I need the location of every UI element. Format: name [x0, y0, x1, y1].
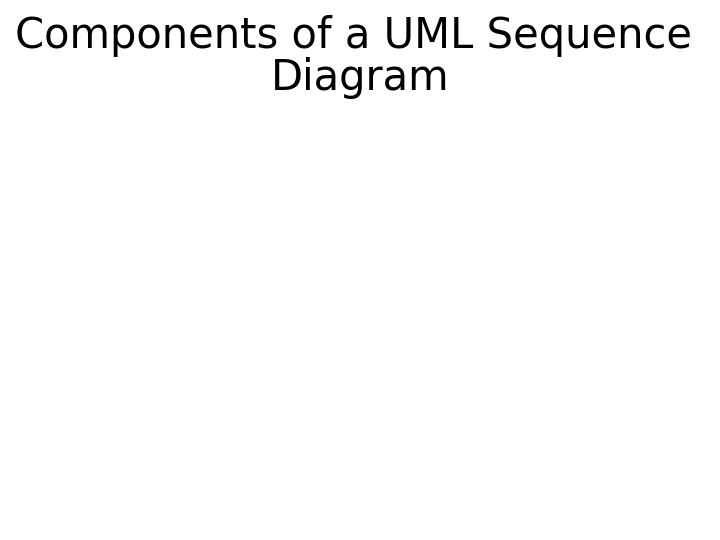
Text: Components of a UML Sequence: Components of a UML Sequence: [15, 15, 692, 57]
Text: Diagram: Diagram: [271, 57, 449, 99]
